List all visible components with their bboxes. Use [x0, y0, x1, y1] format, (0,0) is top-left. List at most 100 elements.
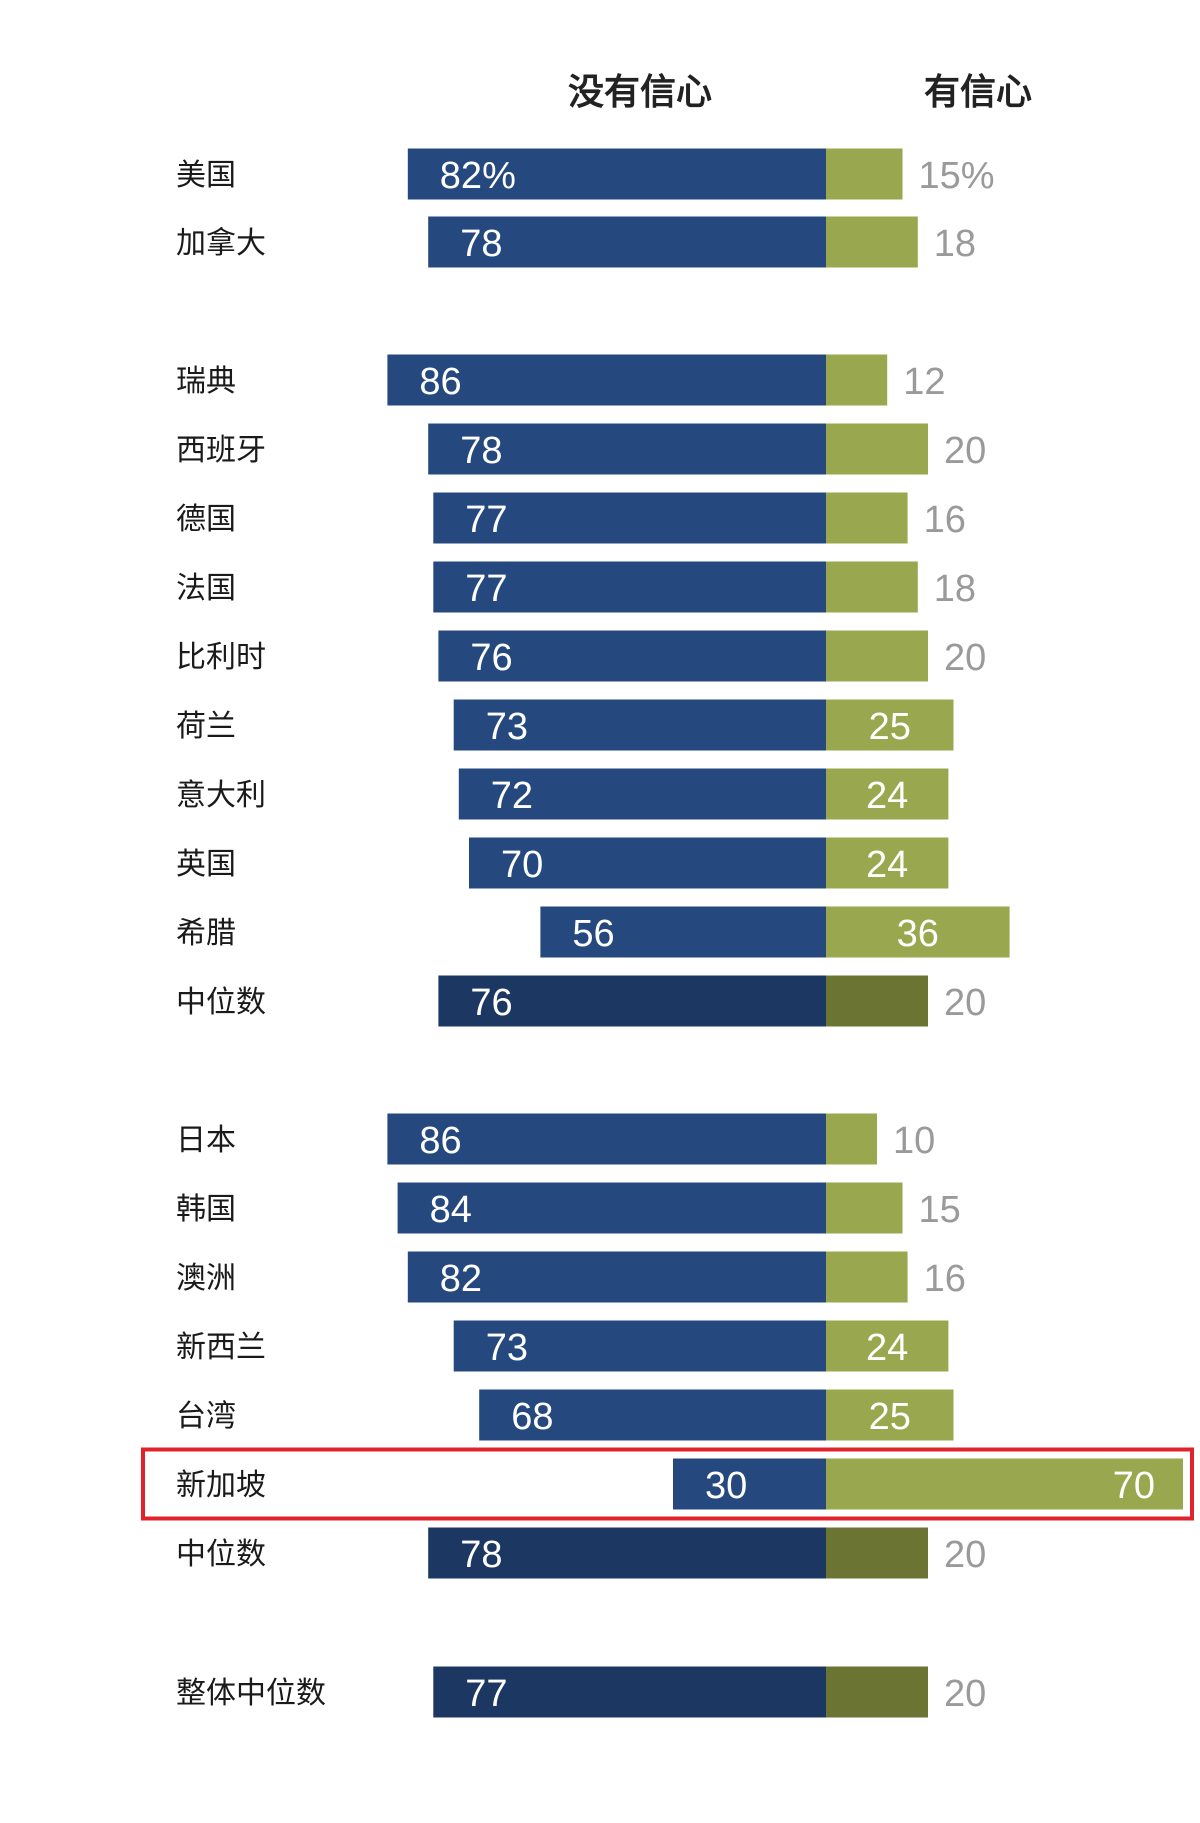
bar-confidence: [826, 1182, 903, 1234]
bar-no-confidence: [438, 630, 826, 682]
value-label-no-confidence: 77: [465, 568, 507, 610]
value-label-confidence: 12: [903, 361, 945, 403]
chart-row: 韩国 84 15: [176, 1182, 961, 1234]
chart-row: 新加坡 30 70: [141, 1447, 1194, 1521]
category-label: 整体中位数: [176, 1676, 326, 1711]
category-label: 中位数: [176, 985, 266, 1020]
chart-row: 中位数 78 20: [176, 1527, 986, 1579]
chart-row: 瑞典 86 12: [176, 354, 945, 406]
value-label-no-confidence: 73: [486, 1327, 528, 1369]
bar-no-confidence: [453, 1320, 826, 1372]
bar-no-confidence: [433, 561, 826, 613]
value-label-no-confidence: 77: [465, 1673, 507, 1715]
chart-row: 日本 86 10: [176, 1113, 935, 1165]
value-label-confidence: 70: [1113, 1465, 1155, 1507]
bar-no-confidence: [407, 1251, 826, 1303]
bar-no-confidence: [433, 492, 826, 544]
value-label-confidence: 15: [919, 1189, 961, 1231]
category-label: 希腊: [176, 916, 236, 951]
chart-row: 新西兰 73 24: [176, 1320, 949, 1372]
value-label-no-confidence: 76: [470, 637, 512, 679]
bar-confidence: [826, 492, 908, 544]
value-label-no-confidence: 30: [705, 1465, 747, 1507]
bar-confidence: [826, 906, 1010, 958]
category-label: 法国: [176, 571, 236, 606]
value-label-confidence: 18: [934, 568, 976, 610]
bar-no-confidence: [433, 1666, 826, 1718]
category-label: 加拿大: [176, 226, 266, 261]
category-label: 美国: [176, 158, 236, 193]
bar-no-confidence: [469, 837, 826, 889]
bar-confidence: [826, 1113, 877, 1165]
bar-confidence: [826, 1527, 928, 1579]
value-label-no-confidence: 86: [419, 1120, 461, 1162]
value-label-no-confidence: 78: [460, 1534, 502, 1576]
value-label-confidence: 24: [866, 1327, 908, 1369]
bar-confidence: [826, 148, 903, 200]
value-label-confidence: 24: [866, 844, 908, 886]
value-label-no-confidence: 78: [460, 430, 502, 472]
bar-confidence: [826, 423, 928, 475]
value-label-confidence: 20: [944, 982, 986, 1024]
bar-confidence: [826, 1389, 954, 1441]
bar-no-confidence: [673, 1458, 826, 1510]
bar-no-confidence: [428, 423, 826, 475]
series-header-confidence: 有信心: [924, 72, 1032, 113]
value-label-confidence: 10: [893, 1120, 935, 1162]
highlight-box: [141, 1447, 1194, 1521]
chart-row: 澳洲 82 16: [176, 1251, 966, 1303]
bar-confidence: [826, 354, 888, 406]
chart-row: 意大利 72 24: [176, 768, 949, 820]
value-label-no-confidence: 78: [460, 223, 502, 265]
value-label-confidence: 36: [897, 913, 939, 955]
bar-confidence: [826, 216, 918, 268]
category-label: 荷兰: [176, 709, 236, 744]
category-label: 新加坡: [176, 1468, 266, 1503]
chart-row: 西班牙 78 20: [176, 423, 986, 475]
value-label-no-confidence: 84: [430, 1189, 472, 1231]
chart-row: 希腊 56 36: [176, 906, 1010, 958]
bar-confidence: [826, 1320, 949, 1372]
value-label-confidence: 18: [934, 223, 976, 265]
chart-row: 法国 77 18: [176, 561, 976, 613]
chart-row: 台湾 68 25: [176, 1389, 954, 1441]
bar-no-confidence: [428, 1527, 826, 1579]
chart-row: 比利时 76 20: [176, 630, 986, 682]
bar-confidence: [826, 975, 928, 1027]
value-label-no-confidence: 68: [511, 1396, 553, 1438]
value-label-confidence: 25: [869, 706, 911, 748]
chart-row: 中位数 76 20: [176, 975, 986, 1027]
bar-confidence: [826, 837, 949, 889]
bar-confidence: [826, 1666, 928, 1718]
category-label: 德国: [176, 502, 236, 537]
bar-no-confidence: [387, 1113, 826, 1165]
bar-no-confidence: [540, 906, 826, 958]
bar-no-confidence: [453, 699, 826, 751]
category-label: 西班牙: [176, 433, 266, 468]
bar-confidence: [826, 1251, 908, 1303]
category-label: 瑞典: [176, 364, 236, 399]
value-label-no-confidence: 72: [491, 775, 533, 817]
value-label-confidence: 24: [866, 775, 908, 817]
chart-rows: 美国 82% 15% 加拿大 78 18 瑞典 86 12 西班牙 78 20 德国 77 16 法国 77 18…: [141, 148, 1194, 1718]
series-header-no-confidence: 没有信心: [568, 72, 712, 113]
bar-no-confidence: [479, 1389, 826, 1441]
bar-confidence: [826, 1458, 1183, 1510]
chart-row: 加拿大 78 18: [176, 216, 976, 268]
value-label-no-confidence: 82%: [440, 155, 516, 197]
chart-row: 整体中位数 77 20: [176, 1666, 986, 1718]
category-label: 澳洲: [176, 1261, 236, 1296]
chart-row: 德国 77 16: [176, 492, 966, 544]
bar-confidence: [826, 630, 928, 682]
category-label: 韩国: [176, 1192, 236, 1227]
chart-row: 美国 82% 15%: [176, 148, 995, 200]
bar-no-confidence: [387, 354, 826, 406]
bar-no-confidence: [438, 975, 826, 1027]
bar-confidence: [826, 561, 918, 613]
bar-confidence: [826, 768, 949, 820]
bar-no-confidence: [407, 148, 826, 200]
category-label: 中位数: [176, 1537, 266, 1572]
value-label-no-confidence: 82: [440, 1258, 482, 1300]
value-label-no-confidence: 77: [465, 499, 507, 541]
